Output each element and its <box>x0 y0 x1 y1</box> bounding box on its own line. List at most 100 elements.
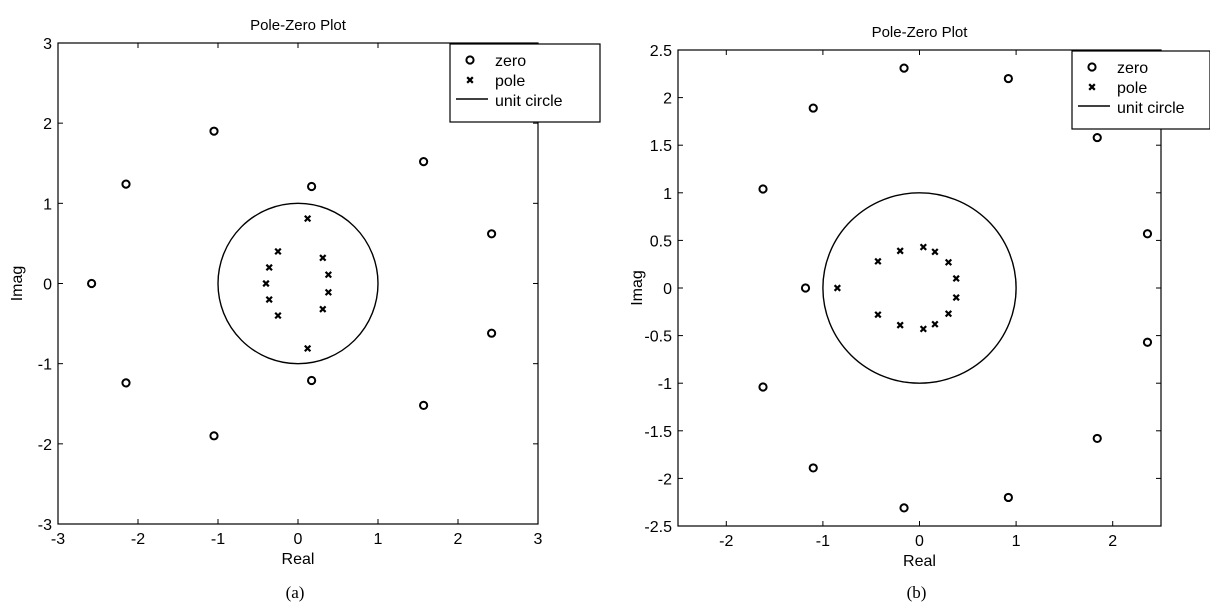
y-tick-label: 1.5 <box>650 138 672 155</box>
pole-marker <box>274 311 282 320</box>
x-tick-label: 1 <box>1012 533 1021 550</box>
y-tick-label: 2 <box>663 91 672 108</box>
zero-marker <box>307 375 317 386</box>
zero-marker <box>1092 433 1102 444</box>
y-tick-label: 2 <box>43 116 52 133</box>
y-tick-label: -2 <box>38 437 52 454</box>
pole-marker <box>304 344 312 353</box>
zero-marker <box>1003 73 1013 84</box>
pole-marker <box>319 305 327 313</box>
legend-label: zero <box>1117 60 1148 77</box>
pole-marker <box>931 248 939 256</box>
legend-label: zero <box>495 53 526 70</box>
y-tick-label: 0 <box>663 281 672 298</box>
pole-marker <box>262 279 270 288</box>
pole-marker <box>944 258 953 266</box>
x-tick-label: 0 <box>915 533 924 550</box>
zero-marker <box>1142 229 1153 239</box>
x-tick-label: 2 <box>1108 533 1117 550</box>
x-tick-label: -2 <box>131 531 145 548</box>
pole-marker <box>324 271 332 279</box>
zero-marker <box>419 400 429 410</box>
y-tick-label: -2 <box>658 471 672 488</box>
chart-a: -3 -2 -1 0 1 2 3 -3 -2 -1 0 1 2 3 Pole-Zero Plot Real Im… <box>9 17 601 602</box>
legend-label: pole <box>495 73 525 90</box>
zero-marker <box>758 184 768 194</box>
pole-marker <box>952 293 960 302</box>
x-tick-label: 0 <box>294 531 303 548</box>
y-axis-label: Imag <box>629 270 646 306</box>
zero-marker <box>487 328 497 338</box>
x-axis-label: Real <box>903 553 936 570</box>
y-tick-label: -1 <box>658 376 672 393</box>
zero-marker <box>121 179 131 189</box>
zero-marker <box>87 278 97 289</box>
zero-marker <box>758 382 768 392</box>
pole-marker <box>319 254 327 262</box>
legend-zero-symbol <box>1087 62 1097 72</box>
x-tick-label: -2 <box>719 533 733 550</box>
y-tick-label: 2.5 <box>650 43 672 60</box>
legend-pole-symbol <box>1088 83 1096 91</box>
y-tick-label: 1 <box>43 196 52 213</box>
zero-marker <box>209 126 219 136</box>
panel-caption: (b) <box>907 583 927 602</box>
zero-marker <box>800 283 811 293</box>
pole-marker <box>265 263 273 272</box>
zero-marker <box>808 103 818 113</box>
legend-label: unit circle <box>1117 100 1185 117</box>
zero-marker <box>1092 132 1102 143</box>
zero-marker <box>307 181 317 192</box>
zero-marker <box>1142 337 1153 347</box>
y-tick-label: 0.5 <box>650 233 672 250</box>
zero-marker <box>121 378 131 388</box>
zero-marker <box>209 431 219 441</box>
legend-pole-symbol <box>466 76 474 84</box>
pole-marker <box>952 274 960 283</box>
y-tick-label: -1 <box>38 357 52 374</box>
y-axis-label: Imag <box>9 266 26 302</box>
zero-marker <box>1003 492 1013 503</box>
zero-marker <box>808 463 818 473</box>
x-tick-label: 3 <box>534 531 543 548</box>
chart-title: Pole-Zero Plot <box>872 24 969 41</box>
pole-marker <box>833 284 841 292</box>
panel-caption: (a) <box>286 583 305 602</box>
pole-marker <box>919 325 927 333</box>
x-tick-label: -1 <box>816 533 830 550</box>
zero-marker <box>419 157 429 167</box>
pole-marker <box>304 214 312 223</box>
pole-marker <box>874 311 882 319</box>
pole-marker <box>324 288 332 296</box>
pole-marker <box>919 243 927 251</box>
legend-box <box>449 43 601 123</box>
y-tick-label: 1 <box>663 186 672 203</box>
pole-marker <box>274 247 282 256</box>
zero-marker <box>899 63 909 73</box>
pole-marker <box>896 321 904 329</box>
y-tick-label: -2.5 <box>644 519 672 536</box>
x-tick-label: -3 <box>51 531 65 548</box>
legend-zero-symbol <box>465 55 475 65</box>
y-tick-label: 0 <box>43 277 52 294</box>
chart-b: -2 -1 0 1 2 -2.5 -2 -1.5 -1 -0.5 0 0.5 1 1.5 2 2.5 Pole-… <box>629 24 1210 602</box>
unit-circle <box>822 192 1017 384</box>
pole-marker <box>944 310 953 318</box>
pole-marker <box>265 295 273 304</box>
x-tick-label: 1 <box>374 531 383 548</box>
x-axis-label: Real <box>282 551 315 568</box>
pole-marker <box>931 320 939 328</box>
y-tick-label: -0.5 <box>644 329 672 346</box>
x-tick-label: -1 <box>211 531 225 548</box>
x-tick-label: 2 <box>454 531 463 548</box>
zero-marker <box>487 229 497 239</box>
legend-label: pole <box>1117 80 1147 97</box>
unit-circle <box>217 202 379 365</box>
y-tick-label: 3 <box>43 36 52 53</box>
legend-label: unit circle <box>495 93 563 110</box>
y-tick-label: -1.5 <box>644 424 672 441</box>
zero-marker <box>899 503 909 513</box>
y-tick-label: -3 <box>38 517 52 534</box>
chart-title: Pole-Zero Plot <box>250 17 347 34</box>
